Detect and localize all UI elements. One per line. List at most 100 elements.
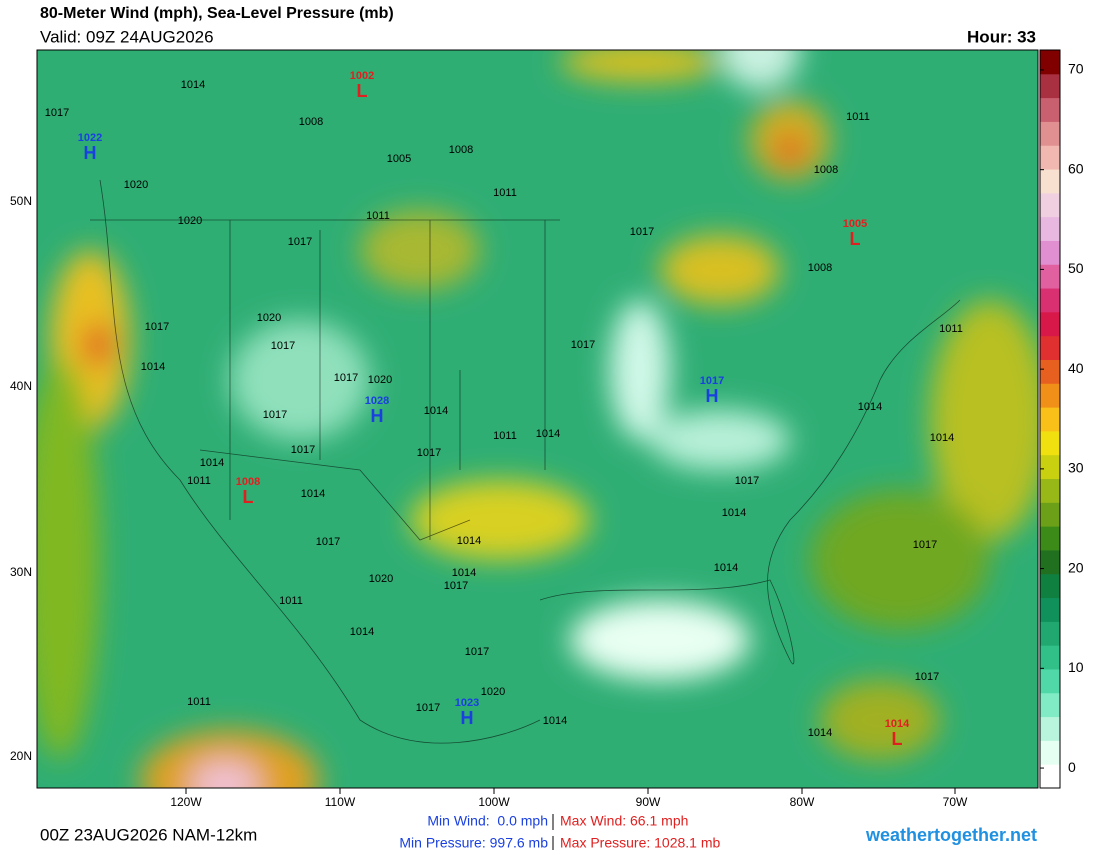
isobar-label: 1014 [200, 457, 224, 469]
isobar-label: 1014 [536, 428, 560, 440]
colorbar-swatch [1040, 573, 1060, 599]
isobar-label: 1014 [181, 79, 205, 91]
map-area [37, 50, 1038, 788]
colorbar-swatch [1040, 145, 1060, 170]
min-pressure: Min Pressure: 997.6 mb [399, 835, 548, 850]
valid-time: Valid: 09Z 24AUG2026 [40, 27, 214, 46]
colorbar-swatch [1040, 192, 1060, 218]
site-credit: weathertogether.net [865, 825, 1037, 845]
isobar-label: 1017 [915, 671, 939, 683]
lat-label: 20N [10, 749, 32, 763]
isobar-label: 1020 [257, 312, 281, 324]
isobar-label: 1011 [187, 475, 211, 487]
lon-label: 70W [943, 795, 968, 809]
colorbar-swatch [1040, 716, 1060, 741]
colorbar-swatch [1040, 121, 1060, 146]
isobar-label: 1017 [735, 475, 759, 487]
lon-label: 120W [170, 795, 202, 809]
max-pressure: Max Pressure: 1028.1 mb [560, 835, 721, 850]
isobar-label: 1017 [571, 339, 595, 351]
colorbar-swatch [1040, 288, 1060, 313]
isobar-label: 1017 [444, 580, 468, 592]
isobar-label: 1014 [930, 432, 954, 444]
colorbar-swatch [1040, 335, 1060, 360]
colorbar-tick-label: 40 [1068, 360, 1084, 376]
isobar-label: 1011 [939, 323, 963, 335]
pressure-center-symbol: H [706, 386, 719, 406]
lat-label: 40N [10, 379, 32, 393]
colorbar-swatch [1040, 240, 1060, 265]
pressure-center-value: 1014 [885, 718, 910, 730]
model-run: 00Z 23AUG2026 NAM-12km [40, 825, 257, 844]
colorbar-swatch [1040, 383, 1060, 408]
isobar-label: 1014 [722, 507, 746, 519]
isobar-label: 1017 [45, 107, 69, 119]
colorbar-swatch [1040, 502, 1060, 527]
colorbar-swatch [1040, 359, 1060, 384]
isobar-label: 1011 [846, 111, 870, 123]
pressure-center-value: 1023 [455, 697, 479, 709]
isobar-label: 1014 [141, 361, 165, 373]
isobar-label: 1011 [279, 595, 303, 607]
wind-shading [37, 50, 1038, 788]
isobar-label: 1017 [913, 539, 937, 551]
colorbar-tick-label: 10 [1068, 659, 1084, 675]
min-wind: Min Wind: 0.0 mph [427, 813, 548, 829]
isobar-label: 1020 [178, 215, 202, 227]
forecast-hour: Hour: 33 [967, 27, 1036, 46]
colorbar-swatch [1040, 169, 1060, 194]
map-frame [36, 49, 1039, 789]
colorbar-tick-label: 70 [1068, 61, 1084, 77]
lat-label: 50N [10, 194, 32, 208]
pressure-center-value: 1005 [843, 218, 867, 230]
colorbar-tick-label: 60 [1068, 160, 1084, 176]
colorbar-swatch [1040, 478, 1060, 503]
colorbar-swatch [1040, 645, 1060, 670]
lon-label: 110W [325, 795, 356, 809]
colorbar-tick-label: 0 [1068, 759, 1076, 775]
isobar-label: 1017 [334, 372, 358, 384]
colorbar-swatch [1040, 740, 1060, 765]
colorbar-swatch [1040, 526, 1060, 551]
colorbar-swatch [1040, 549, 1060, 575]
lon-label: 80W [790, 795, 815, 809]
isobar-label: 1011 [493, 187, 517, 199]
pressure-center-value: 1028 [365, 395, 389, 407]
isobar-label: 1005 [387, 153, 411, 165]
lat-label: 30N [10, 565, 32, 579]
colorbar-swatch [1040, 692, 1060, 718]
colorbar-swatch [1040, 216, 1060, 241]
isobar-label: 1020 [481, 686, 505, 698]
isobar-label: 1014 [350, 626, 374, 638]
isobar-label: 1014 [452, 567, 476, 579]
lon-label: 90W [636, 795, 661, 809]
isobar-label: 1014 [808, 727, 832, 739]
isobar-label: 1017 [465, 646, 489, 658]
isobar-label: 1014 [858, 401, 882, 413]
lon-label: 100W [478, 795, 510, 809]
colorbar-swatch [1040, 50, 1060, 75]
colorbar-swatch [1040, 668, 1060, 694]
colorbar-tick-label: 30 [1068, 460, 1084, 476]
isobar-label: 1011 [366, 210, 390, 222]
isobar-label: 1014 [457, 535, 481, 547]
isobar-label: 1017 [271, 340, 295, 352]
isobar-label: 1017 [288, 236, 312, 248]
isobar-label: 1011 [493, 430, 517, 442]
isobar-label: 1014 [543, 715, 567, 727]
pressure-center-symbol: L [892, 729, 903, 749]
isobar-label: 1017 [145, 321, 169, 333]
max-wind: Max Wind: 66.1 mph [560, 813, 688, 829]
boundaries [90, 179, 961, 744]
pressure-center-value: 1002 [350, 70, 374, 82]
isobar-label: 1008 [814, 164, 838, 176]
pressure-center-value: 1008 [236, 476, 260, 488]
pressure-center-symbol: L [243, 487, 254, 507]
pressure-center-symbol: L [357, 81, 368, 101]
isobar-label: 1014 [424, 405, 448, 417]
colorbar-swatch [1040, 97, 1060, 122]
isobar-label: 1017 [416, 702, 440, 714]
map-background [37, 50, 1038, 788]
isobar-label: 1008 [808, 262, 832, 274]
pressure-center-symbol: H [84, 143, 97, 163]
